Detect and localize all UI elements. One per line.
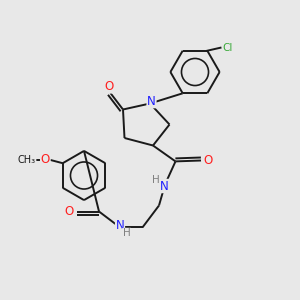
Text: O: O [41,153,50,166]
Text: CH₃: CH₃ [18,155,36,165]
Text: N: N [116,219,124,232]
Text: Cl: Cl [223,43,233,53]
Text: O: O [64,205,74,218]
Text: O: O [204,154,213,167]
Text: H: H [152,175,160,185]
Text: N: N [160,179,169,193]
Text: N: N [147,94,156,108]
Text: H: H [123,228,130,239]
Text: O: O [104,80,113,93]
